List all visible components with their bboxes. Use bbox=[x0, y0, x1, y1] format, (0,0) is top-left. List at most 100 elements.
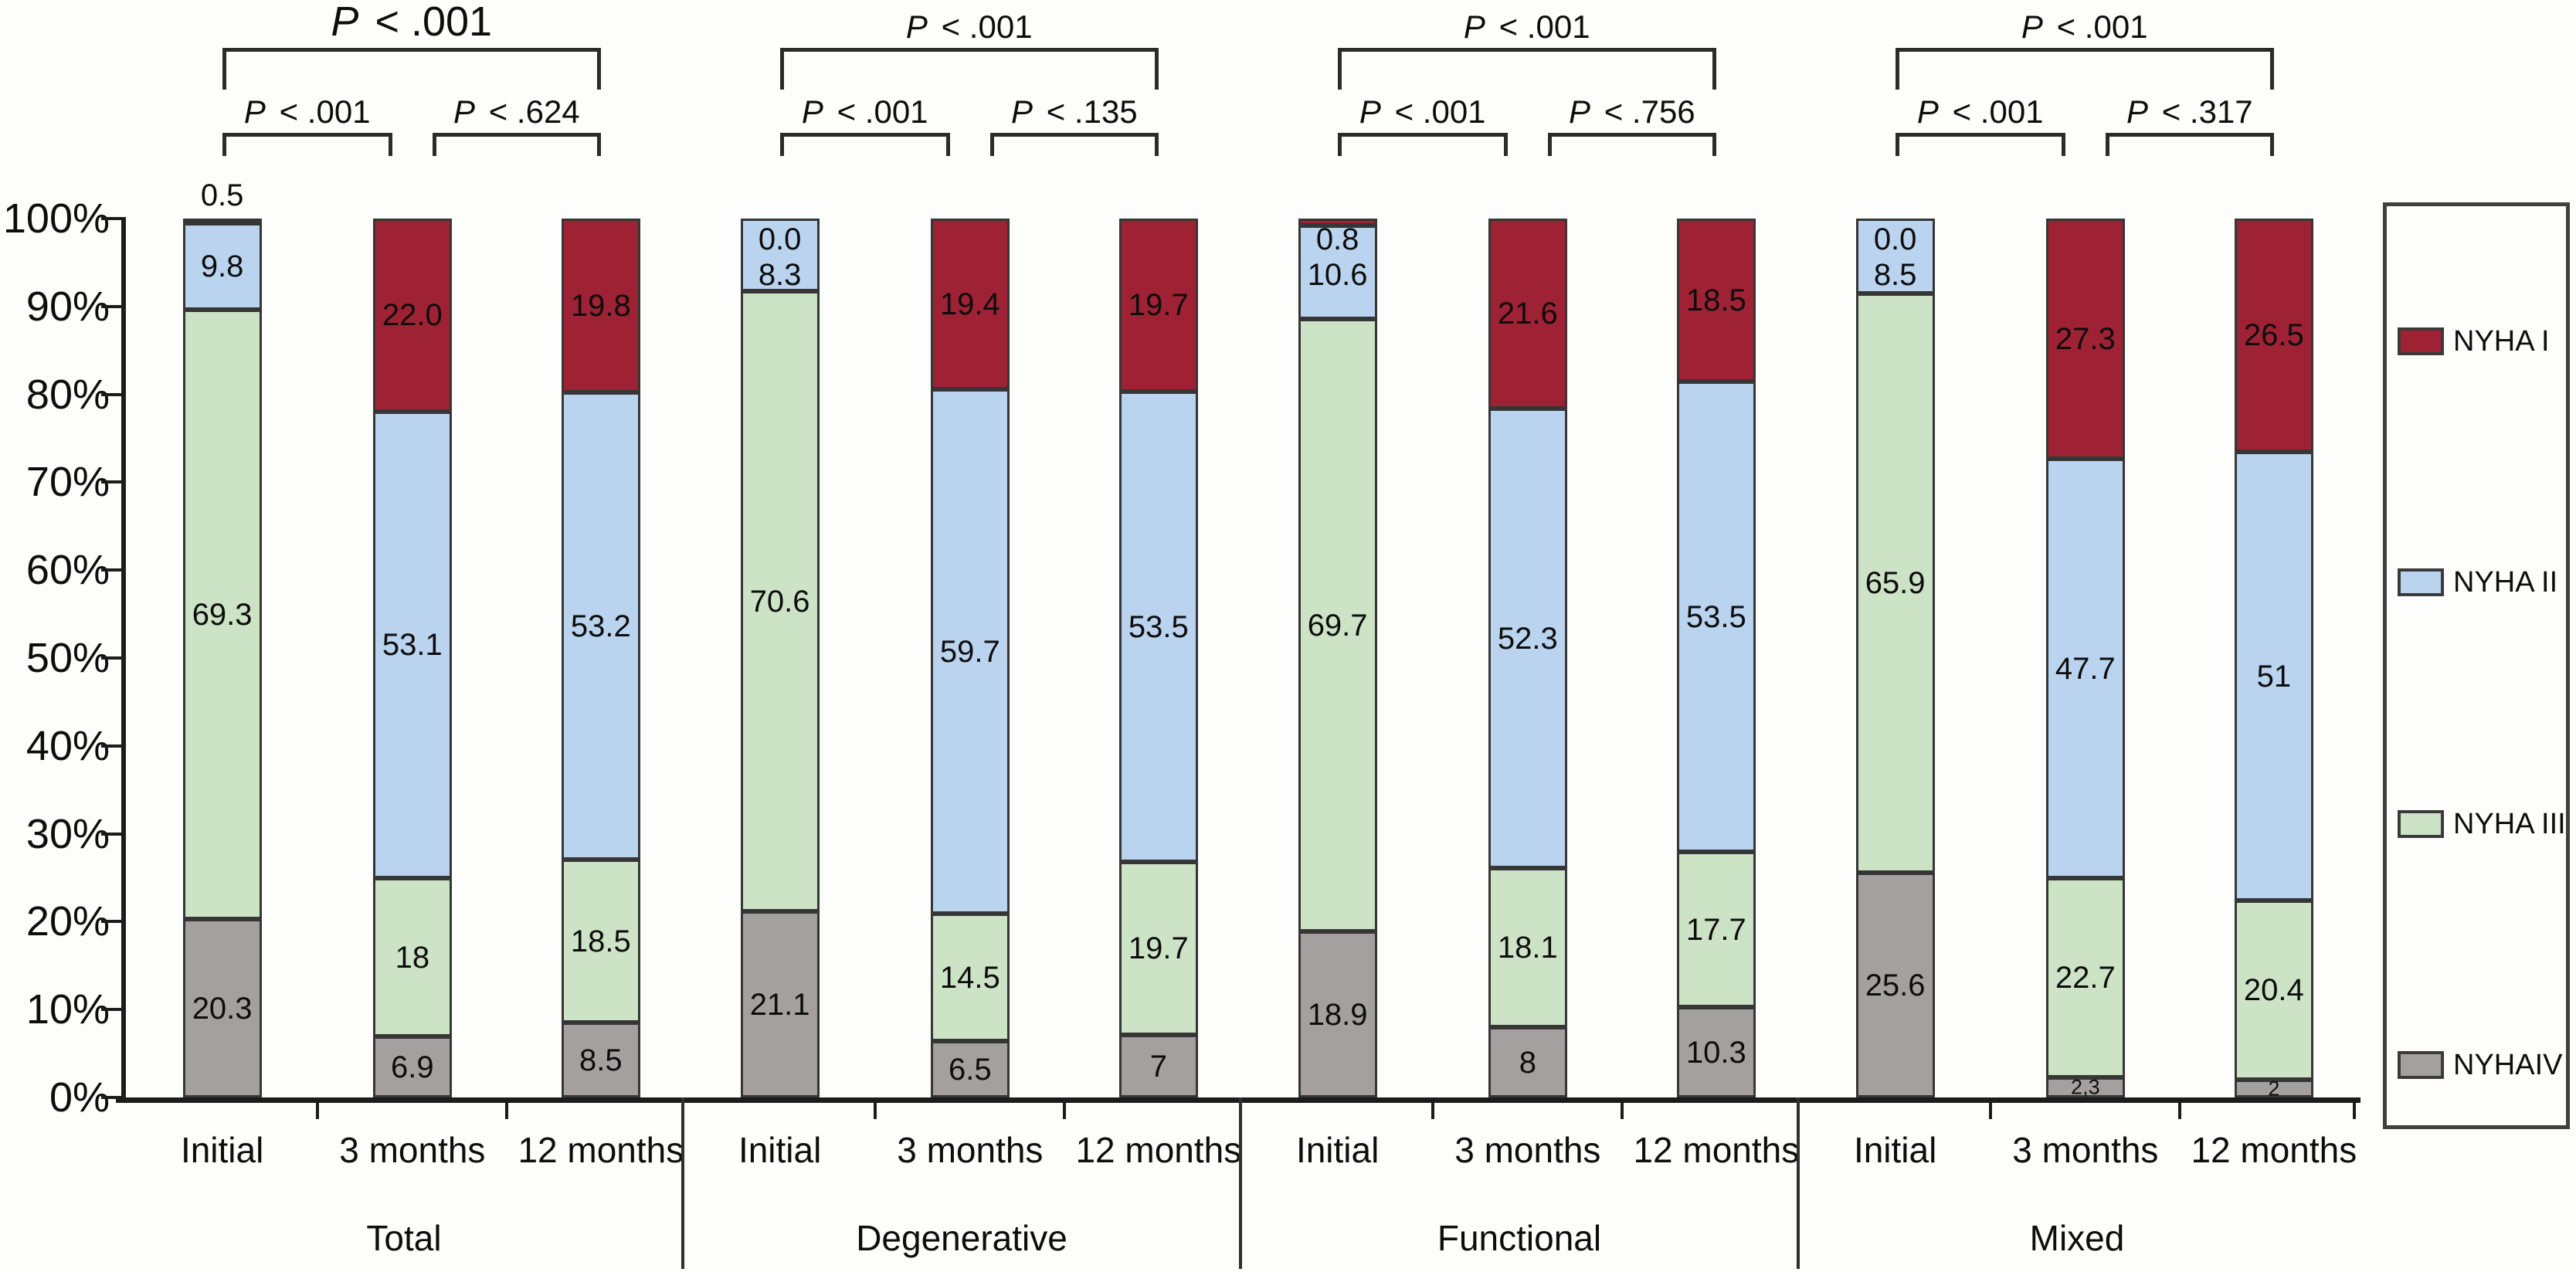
bar-segment-nyha-iii: 65.9 bbox=[1855, 293, 1935, 873]
p-first-interval-bracket: P < .001 bbox=[222, 93, 392, 156]
bar-segment-nyha-i: 26.5 bbox=[2234, 219, 2313, 452]
bar-initial: 65.9 25.6 0.0 8.5 bbox=[1855, 219, 1935, 1097]
bar-segment-nyha-i bbox=[1298, 219, 1377, 226]
segment-value-label: 69.7 bbox=[1307, 608, 1368, 643]
bar-segment-nyha-ii bbox=[740, 219, 820, 291]
segment-value-label: 69.3 bbox=[192, 597, 253, 632]
axis-tick bbox=[873, 1097, 877, 1119]
x-tick-label: Initial bbox=[180, 1130, 264, 1170]
segment-value-label: 19.8 bbox=[570, 288, 631, 323]
segment-value-label: 20.4 bbox=[2243, 973, 2304, 1007]
bar-segment-nyha-iv: 20.3 bbox=[182, 919, 262, 1097]
legend-swatch bbox=[2398, 810, 2444, 838]
bar-segment-nyha-ii: 51 bbox=[2234, 452, 2313, 901]
p-italic: P bbox=[1463, 8, 1485, 45]
segment-value-label: 27.3 bbox=[2055, 321, 2116, 356]
bar-segment-nyha-iii: 69.7 bbox=[1298, 319, 1377, 931]
bar-3-months: 22.0 53.1 18 6.9 bbox=[372, 219, 452, 1097]
bar-segment-nyha-iv: 10.3 bbox=[1676, 1007, 1756, 1097]
group-degenerative: P < .001 P < .001 P < .135 70.6 21.1 0.0 8.3 19… bbox=[683, 0, 1242, 1272]
p-overall-label: P < .001 bbox=[2021, 8, 2148, 45]
y-tick-label: 90% bbox=[25, 283, 110, 330]
bar-initial: 70.6 21.1 0.0 8.3 bbox=[740, 219, 820, 1097]
y-tick-label: 100% bbox=[2, 195, 110, 242]
axis-tick bbox=[504, 1097, 508, 1119]
segment-value-label: 18.5 bbox=[570, 924, 631, 958]
segment-value-label: 19.7 bbox=[1128, 931, 1189, 965]
y-tick-label: 30% bbox=[25, 810, 110, 857]
bar-segment-nyha-iii: 20.4 bbox=[2234, 901, 2313, 1080]
segment-value-label: 2,3 bbox=[2071, 1075, 2100, 1099]
bar-segment-nyha-iii: 22.7 bbox=[2045, 878, 2125, 1077]
axis-tick bbox=[1988, 1097, 1992, 1119]
axis-tick bbox=[1620, 1097, 1624, 1119]
segment-value-label: 18.5 bbox=[1685, 283, 1746, 317]
bar-segment-nyha-iii: 14.5 bbox=[930, 914, 1010, 1041]
p-second-interval-label: P < .317 bbox=[2126, 93, 2253, 130]
x-tick-label: 12 months bbox=[518, 1130, 684, 1170]
p-italic: P bbox=[243, 93, 266, 130]
bar-initial: 69.7 18.9 0.8 10.6 bbox=[1298, 219, 1377, 1097]
bar-segment-nyha-iii: 70.6 bbox=[740, 291, 820, 911]
segment-value-label: 9.8 bbox=[200, 249, 244, 283]
p-overall-bracket: P < .001 bbox=[1895, 8, 2274, 90]
bar-segment-nyha-ii: 9.8 bbox=[182, 223, 262, 310]
x-tick-label: Initial bbox=[1853, 1130, 1937, 1170]
p-first-interval-bracket: P < .001 bbox=[1895, 93, 2065, 156]
bar-12-months: 19.8 53.2 18.5 8.5 bbox=[561, 219, 640, 1097]
bar-segment-nyha-iv: 7 bbox=[1118, 1035, 1198, 1097]
y-tick bbox=[101, 568, 123, 572]
segment-value-label: 21.1 bbox=[749, 987, 810, 1022]
bar-segment-nyha-i bbox=[182, 219, 262, 223]
p-overall-label: P < .001 bbox=[905, 8, 1033, 45]
segment-value-label: 18.1 bbox=[1497, 931, 1558, 965]
legend-item-4: NYHAIV bbox=[2398, 1043, 2562, 1087]
y-tick-label: 60% bbox=[25, 547, 110, 594]
y-tick-label: 20% bbox=[25, 898, 110, 945]
y-tick-label: 50% bbox=[25, 635, 110, 681]
segment-value-label: 25.6 bbox=[1865, 968, 1926, 1002]
p-italic: P bbox=[331, 0, 359, 45]
bars-zone: 9.8 69.3 20.3 0.5 22.0 53.1 18 6.9 19.8 53.2 18.5 8… bbox=[125, 180, 683, 1097]
legend-item-1: NYHA I bbox=[2398, 320, 2550, 363]
bar-segment-nyha-iv: 8.5 bbox=[561, 1023, 640, 1097]
p-first-interval-bracket: P < .001 bbox=[1337, 93, 1508, 156]
y-tick bbox=[101, 920, 123, 924]
bar-3-months: 27.3 47.7 22.7 2,3 bbox=[2045, 219, 2125, 1097]
bar-12-months: 26.5 51 20.4 2 bbox=[2234, 219, 2313, 1099]
top-stacked-label: 0.8 bbox=[1315, 222, 1359, 256]
bar-segment-nyha-iii: 18.1 bbox=[1488, 868, 1567, 1027]
x-tick-label: 12 months bbox=[2191, 1130, 2357, 1170]
p-second-interval-bracket: P < .135 bbox=[989, 93, 1159, 156]
axis-tick bbox=[315, 1097, 319, 1119]
segment-value-label: 53.1 bbox=[382, 628, 443, 662]
bar-segment-nyha-iv: 18.9 bbox=[1298, 931, 1377, 1097]
segment-value-label: 17.7 bbox=[1685, 912, 1746, 947]
p-italic: P bbox=[1569, 93, 1591, 130]
group-label: Degenerative bbox=[856, 1218, 1067, 1258]
bar-segment-nyha-i: 27.3 bbox=[2045, 219, 2125, 459]
legend-label: NYHAIV bbox=[2453, 1048, 2563, 1081]
segment-value-label: 19.7 bbox=[1128, 288, 1189, 322]
x-tick-label: 3 months bbox=[1454, 1130, 1601, 1170]
p-second-interval-label: P < .756 bbox=[1569, 93, 1695, 130]
bar-segment-nyha-i: 22.0 bbox=[372, 219, 452, 412]
bar-segment-nyha-i: 19.8 bbox=[561, 219, 640, 392]
p-italic: P bbox=[453, 93, 476, 130]
bar-segment-nyha-ii: 53.5 bbox=[1676, 382, 1756, 852]
bar-segment-nyha-ii: 53.2 bbox=[561, 392, 640, 860]
x-tick-label: 3 months bbox=[897, 1130, 1044, 1170]
bar-segment-nyha-iv: 6.5 bbox=[930, 1041, 1010, 1097]
y-tick-label: 40% bbox=[25, 722, 110, 769]
group-functional: P < .001 P < .001 P < .756 69.7 18.9 0.8 10.6 2… bbox=[1240, 0, 1800, 1272]
x-tick-label: 3 months bbox=[2012, 1130, 2159, 1170]
group-divider bbox=[1797, 1097, 1800, 1269]
bar-segment-nyha-iv: 25.6 bbox=[1855, 873, 1935, 1097]
bar-segment-nyha-iii: 69.3 bbox=[182, 310, 262, 919]
legend-item-3: NYHA III bbox=[2398, 802, 2566, 846]
bar-segment-nyha-ii bbox=[1298, 226, 1377, 319]
x-tick-label: 12 months bbox=[1075, 1130, 1242, 1170]
x-tick-label: 3 months bbox=[339, 1130, 486, 1170]
axis-tick bbox=[1062, 1097, 1066, 1119]
segment-value-label: 6.5 bbox=[949, 1052, 992, 1087]
